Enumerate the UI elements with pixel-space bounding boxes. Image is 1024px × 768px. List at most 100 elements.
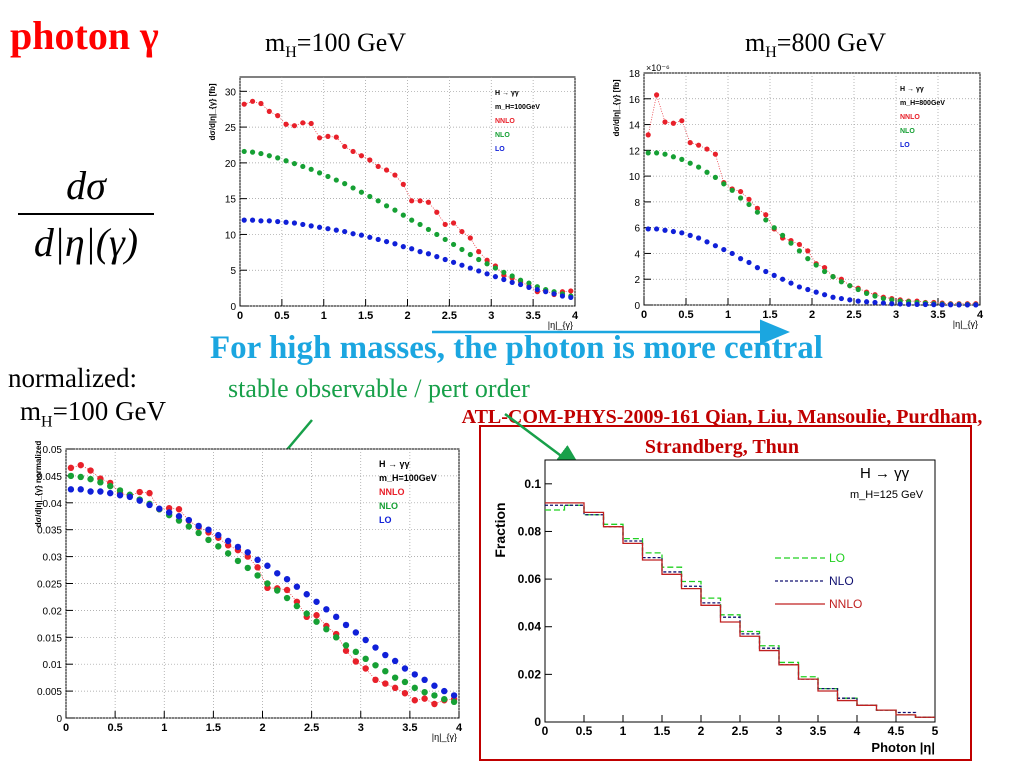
point-nlo xyxy=(283,158,289,164)
y-tick-label: 14 xyxy=(629,121,641,132)
point-nlo xyxy=(434,231,440,238)
point-nlo xyxy=(476,256,482,263)
point-nlo xyxy=(87,475,94,483)
point-lo xyxy=(136,497,143,504)
point-lo xyxy=(476,268,482,274)
point-lo xyxy=(392,241,398,247)
y-tick-label: 30 xyxy=(225,87,237,98)
point-lo xyxy=(459,262,465,268)
y-tick-label: 15 xyxy=(225,195,237,206)
normalized-label: normalized: xyxy=(8,363,137,393)
x-tick-label: 0.5 xyxy=(576,724,593,738)
point-nlo xyxy=(185,523,193,530)
x-tick-label: 4 xyxy=(456,722,463,734)
point-nnlo xyxy=(431,700,438,708)
point-nlo xyxy=(754,209,761,215)
scale-label: ×10⁻⁶ xyxy=(646,63,670,73)
point-lo xyxy=(362,636,369,644)
point-nnlo xyxy=(342,143,348,150)
point-nnlo xyxy=(87,467,94,474)
x-tick-label: 2 xyxy=(404,310,410,322)
point-nnlo xyxy=(383,167,390,173)
point-nlo xyxy=(484,261,490,267)
point-nlo xyxy=(333,177,339,183)
point-nlo xyxy=(771,225,777,231)
point-lo xyxy=(964,302,971,308)
y-tick-label: 0.04 xyxy=(518,620,542,634)
point-nlo xyxy=(872,293,878,299)
point-lo xyxy=(431,682,438,689)
y-tick-label: 0.035 xyxy=(37,526,62,537)
point-lo xyxy=(266,218,272,224)
x-tick-label: 1.5 xyxy=(358,310,373,322)
y-tick-label: 6 xyxy=(634,224,640,235)
point-lo xyxy=(687,232,693,238)
legend-entry: NNLO xyxy=(495,118,515,125)
point-nlo xyxy=(796,248,803,254)
point-lo xyxy=(501,276,507,283)
point-nlo xyxy=(526,280,532,286)
legend-entry: NLO xyxy=(829,574,854,588)
point-lo xyxy=(484,271,490,277)
point-nlo xyxy=(392,207,398,213)
legend-entry: m_H=800GeV xyxy=(900,100,945,107)
point-nlo xyxy=(421,688,428,696)
point-lo xyxy=(568,294,574,301)
x-axis-label: |η|_{γ} xyxy=(953,319,978,329)
point-nlo xyxy=(303,610,310,617)
point-nnlo xyxy=(484,257,490,263)
point-lo xyxy=(350,231,356,237)
point-nnlo xyxy=(476,249,482,255)
point-nlo xyxy=(654,150,660,156)
point-nlo xyxy=(409,217,415,223)
y-tick-label: 0.005 xyxy=(37,687,62,698)
point-lo xyxy=(847,297,853,303)
x-tick-label: 2.5 xyxy=(846,309,861,321)
point-nlo xyxy=(241,148,247,155)
point-nlo xyxy=(362,655,369,663)
point-lo xyxy=(303,591,310,598)
x-tick-label: 2.5 xyxy=(732,724,749,738)
y-axis-label: dσ/d|η|_{γ} [fb] xyxy=(612,79,621,136)
slide-title: photon γ xyxy=(10,13,159,58)
point-lo xyxy=(87,488,94,495)
y-tick-label: 0.025 xyxy=(37,580,62,591)
point-lo xyxy=(241,217,247,223)
x-tick-label: 0 xyxy=(641,309,647,321)
x-tick-label: 4 xyxy=(572,310,579,322)
point-nnlo xyxy=(67,464,75,472)
x-tick-label: 3 xyxy=(776,724,783,738)
legend-entry: LO xyxy=(829,551,845,565)
point-lo xyxy=(291,220,298,226)
point-nnlo xyxy=(746,196,752,202)
point-nlo xyxy=(300,163,306,170)
point-nlo xyxy=(352,648,360,656)
reference-box xyxy=(479,425,972,761)
point-nlo xyxy=(313,618,320,625)
point-nlo xyxy=(847,283,853,289)
point-lo xyxy=(313,598,320,605)
point-nlo xyxy=(308,166,314,172)
point-lo xyxy=(275,218,281,225)
point-nlo xyxy=(712,174,719,180)
y-tick-label: 18 xyxy=(629,69,641,80)
chart-panel-bottom-right: 0 0.02 0.04 0.06 0.08 0.1 0 0.5 1 1.5 2 2.5 3 3.5 4 4.5… xyxy=(492,459,939,755)
y-tick-label: 0.045 xyxy=(37,472,62,483)
y-tick-label: 25 xyxy=(225,123,237,134)
point-nnlo xyxy=(763,212,769,218)
point-nnlo xyxy=(822,265,828,271)
point-nnlo xyxy=(434,209,440,215)
point-nnlo xyxy=(308,120,314,127)
point-lo xyxy=(939,302,945,308)
point-lo xyxy=(526,284,532,290)
point-nlo xyxy=(721,181,727,187)
y-tick-label: 20 xyxy=(225,159,237,170)
point-nlo xyxy=(383,203,390,209)
x-tick-label: 2 xyxy=(698,724,705,738)
x-tick-label: 3.5 xyxy=(402,722,417,734)
point-nlo xyxy=(382,667,389,675)
point-nlo xyxy=(342,642,350,649)
point-nnlo xyxy=(313,612,320,619)
x-axis-label: |η|_{γ} xyxy=(432,732,457,742)
point-lo xyxy=(864,299,870,305)
